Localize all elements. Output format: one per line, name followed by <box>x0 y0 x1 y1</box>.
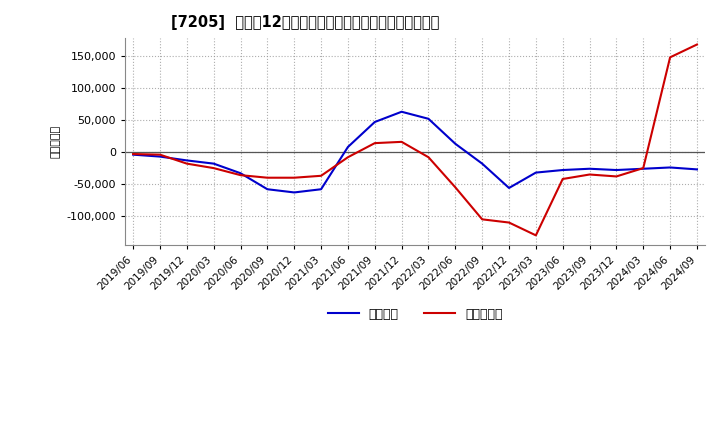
経常利益 <box>612 167 621 172</box>
経常利益 <box>693 167 701 172</box>
Line: 当期純利益: 当期純利益 <box>133 44 697 235</box>
経常利益 <box>156 154 164 159</box>
当期純利益 <box>639 165 647 171</box>
経常利益 <box>343 144 352 150</box>
経常利益 <box>290 190 299 195</box>
Legend: 経常利益, 当期純利益: 経常利益, 当期純利益 <box>323 303 508 326</box>
経常利益 <box>424 116 433 121</box>
当期純利益 <box>263 175 271 180</box>
経常利益 <box>182 158 191 163</box>
経常利益 <box>531 170 540 175</box>
当期純利益 <box>559 176 567 182</box>
当期純利益 <box>531 233 540 238</box>
経常利益 <box>666 165 675 170</box>
当期純利益 <box>371 140 379 146</box>
当期純利益 <box>505 220 513 225</box>
経常利益 <box>210 161 218 166</box>
経常利益 <box>451 141 459 147</box>
経常利益 <box>129 152 138 158</box>
当期純利益 <box>129 151 138 157</box>
経常利益 <box>371 119 379 125</box>
経常利益 <box>236 171 245 176</box>
当期純利益 <box>182 161 191 166</box>
Line: 経常利益: 経常利益 <box>133 112 697 192</box>
Y-axis label: （百万円）: （百万円） <box>51 125 61 158</box>
当期純利益 <box>317 173 325 179</box>
当期純利益 <box>397 139 406 144</box>
当期純利益 <box>290 175 299 180</box>
当期純利益 <box>424 154 433 160</box>
当期純利益 <box>156 152 164 158</box>
当期純利益 <box>451 185 459 190</box>
当期純利益 <box>612 174 621 179</box>
当期純利益 <box>585 172 594 177</box>
経常利益 <box>639 166 647 172</box>
当期純利益 <box>478 216 487 222</box>
当期純利益 <box>236 172 245 178</box>
当期純利益 <box>666 55 675 60</box>
当期純利益 <box>210 165 218 171</box>
経常利益 <box>559 167 567 172</box>
経常利益 <box>505 185 513 191</box>
当期純利益 <box>693 42 701 47</box>
当期純利益 <box>343 154 352 160</box>
経常利益 <box>397 109 406 114</box>
経常利益 <box>263 187 271 192</box>
Text: [7205]  利益だ12か月移動合計の対前年同期増減額の推移: [7205] 利益だ12か月移動合計の対前年同期増減額の推移 <box>171 15 440 30</box>
経常利益 <box>585 166 594 172</box>
経常利益 <box>478 161 487 166</box>
経常利益 <box>317 187 325 192</box>
